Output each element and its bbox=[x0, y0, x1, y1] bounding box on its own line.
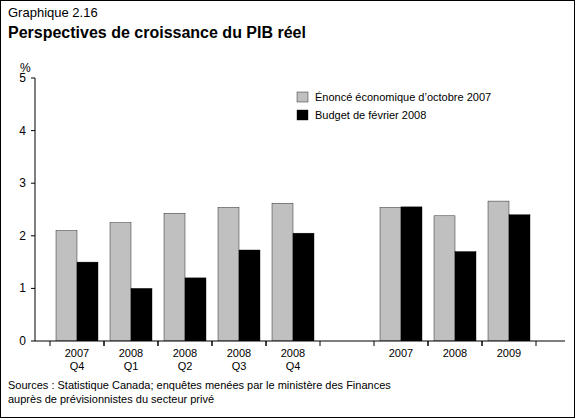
y-tick bbox=[31, 183, 35, 184]
x-tick bbox=[482, 341, 483, 346]
bar bbox=[293, 233, 314, 341]
source: auprès de prévisionnistes du secteur pri… bbox=[8, 393, 214, 405]
y-tick-label: 5 bbox=[19, 71, 26, 85]
y-tick-label: 0 bbox=[19, 334, 26, 348]
legend-swatch bbox=[297, 110, 308, 120]
y-tick bbox=[31, 78, 35, 79]
x-tick bbox=[158, 341, 159, 346]
x-axis bbox=[35, 340, 565, 341]
bar bbox=[185, 278, 206, 341]
x-tick-label: 2007Q4 bbox=[65, 347, 89, 372]
y-tick-label: 1 bbox=[19, 281, 26, 295]
bar bbox=[77, 262, 98, 341]
x-tick bbox=[50, 341, 51, 346]
x-tick bbox=[104, 341, 105, 346]
bar bbox=[509, 215, 530, 341]
bar bbox=[272, 203, 293, 341]
frame bbox=[1, 1, 575, 418]
bar bbox=[434, 216, 455, 341]
bar bbox=[239, 250, 260, 341]
x-tick bbox=[536, 341, 537, 346]
x-tick bbox=[266, 341, 267, 346]
source: Sources : Statistique Canada; enquêtes m… bbox=[8, 379, 391, 391]
x-tick bbox=[320, 341, 321, 346]
bars bbox=[56, 201, 530, 341]
x-tick bbox=[428, 341, 429, 346]
bar bbox=[56, 231, 77, 341]
y-tick-label: 3 bbox=[19, 176, 26, 190]
x-tick-label: 2008 bbox=[443, 347, 467, 359]
x-tick-label: 2009 bbox=[497, 347, 521, 359]
x-tick bbox=[482, 341, 483, 346]
y-tick-label: 4 bbox=[19, 124, 26, 138]
bar bbox=[131, 288, 152, 341]
x-tick-label: 2007 bbox=[389, 347, 413, 359]
x-tick bbox=[104, 341, 105, 346]
bar bbox=[380, 207, 401, 341]
bar bbox=[110, 223, 131, 341]
bar bbox=[455, 252, 476, 341]
bar bbox=[164, 213, 185, 341]
y-tick-label: 2 bbox=[19, 229, 26, 243]
y-tick bbox=[31, 130, 35, 131]
chart: Graphique 2.16 Perspectives de croissance… bbox=[0, 0, 575, 418]
x-tick bbox=[212, 341, 213, 346]
title: Perspectives de croissance du PIB réel bbox=[8, 24, 306, 41]
bar bbox=[401, 207, 422, 341]
x-tick bbox=[212, 341, 213, 346]
y-tick bbox=[31, 341, 35, 342]
x-tick bbox=[266, 341, 267, 346]
x-tick-label: 2008Q1 bbox=[119, 347, 143, 372]
x-tick bbox=[374, 341, 375, 346]
x-tick bbox=[158, 341, 159, 346]
y-axis bbox=[35, 78, 36, 341]
x-tick-label: 2008Q2 bbox=[173, 347, 197, 372]
x-tick bbox=[428, 341, 429, 346]
chart-label: Graphique 2.16 bbox=[8, 5, 98, 20]
x-tick-label: 2008Q3 bbox=[227, 347, 251, 372]
legend-label: Énoncé économique d’octobre 2007 bbox=[315, 91, 491, 103]
y-tick bbox=[31, 235, 35, 236]
bar bbox=[218, 207, 239, 341]
y-tick bbox=[31, 288, 35, 289]
legend-swatch bbox=[297, 92, 308, 102]
legend-label: Budget de février 2008 bbox=[315, 109, 426, 121]
bar bbox=[488, 201, 509, 341]
x-tick-label: 2008Q4 bbox=[281, 347, 305, 372]
